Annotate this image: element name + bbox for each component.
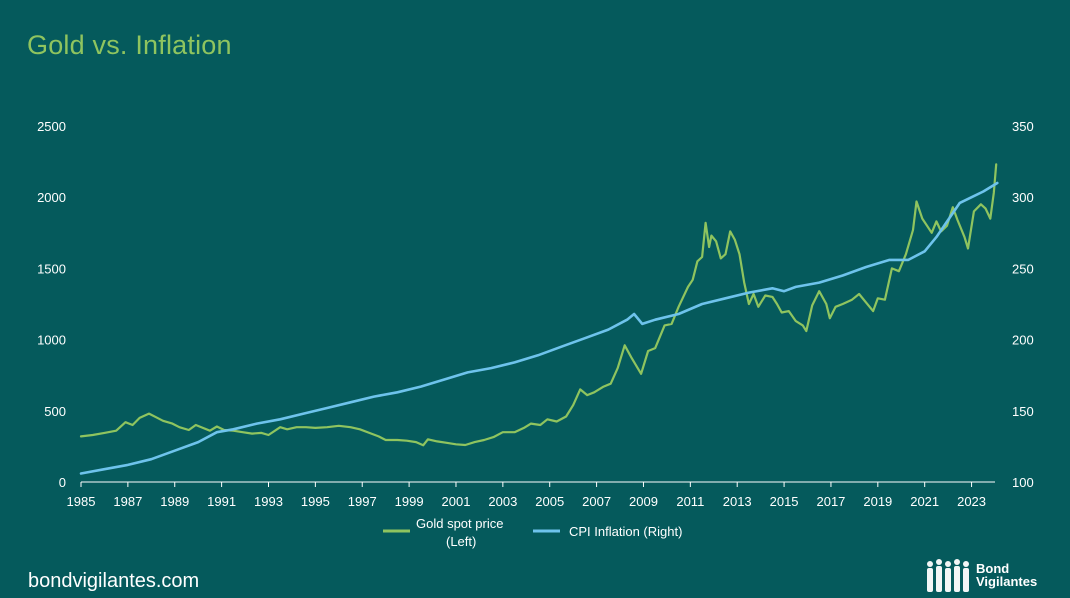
left-tick-label: 2000 — [37, 190, 66, 205]
left-tick-label: 500 — [44, 404, 66, 419]
series-layer — [79, 163, 999, 475]
x-tick-label: 2003 — [488, 494, 517, 509]
logo-text: Bond Vigilantes — [976, 562, 1037, 588]
x-tick-label: 2023 — [957, 494, 986, 509]
x-tick-label: 2015 — [770, 494, 799, 509]
x-tick-label: 2019 — [863, 494, 892, 509]
chart-title: Gold vs. Inflation — [27, 30, 232, 60]
legend: Gold spot price (Left) CPI Inflation (Ri… — [383, 516, 682, 549]
x-tick-label: 1997 — [348, 494, 377, 509]
x-tick-label: 1989 — [160, 494, 189, 509]
legend-gold-label-line2: (Left) — [446, 534, 476, 549]
left-tick-label: 1500 — [37, 261, 66, 276]
x-tick-label: 1987 — [113, 494, 142, 509]
right-axis: 100 150 200 250 300 350 — [1012, 119, 1034, 490]
bond-vigilantes-logo — [927, 559, 969, 592]
x-tick-label: 2007 — [582, 494, 611, 509]
x-tick-label: 2021 — [910, 494, 939, 509]
left-axis: 0 500 1000 1500 2000 2500 — [37, 119, 66, 490]
x-tick-label: 1991 — [207, 494, 236, 509]
legend-cpi-label: CPI Inflation (Right) — [569, 524, 682, 539]
x-tick-label: 1993 — [254, 494, 283, 509]
right-tick-label: 150 — [1012, 404, 1034, 419]
right-tick-label: 300 — [1012, 190, 1034, 205]
left-tick-label: 0 — [59, 475, 66, 490]
x-tick-label: 1999 — [395, 494, 424, 509]
x-tick-label: 1985 — [67, 494, 96, 509]
x-tick-label: 2017 — [816, 494, 845, 509]
right-tick-label: 250 — [1012, 261, 1034, 276]
footer-url: bondvigilantes.com — [28, 570, 200, 592]
right-tick-label: 100 — [1012, 475, 1034, 490]
logo-line1: Bond — [976, 561, 1010, 576]
x-axis: 1985 1987 1989 1991 1993 1995 1997 1999 2001 2003… — [67, 482, 986, 509]
x-tick-label: 2011 — [676, 494, 704, 509]
x-tick-label: 2009 — [629, 494, 658, 509]
left-tick-label: 2500 — [37, 119, 66, 134]
x-tick-label: 2001 — [442, 494, 471, 509]
left-tick-label: 1000 — [37, 333, 66, 348]
cpi-inflation-line — [79, 181, 999, 475]
x-tick-label: 2005 — [535, 494, 564, 509]
legend-gold-label-line1: Gold spot price — [416, 516, 503, 531]
x-tick-label: 2013 — [723, 494, 752, 509]
x-tick-label: 1995 — [301, 494, 330, 509]
right-tick-label: 350 — [1012, 119, 1034, 134]
logo-line2: Vigilantes — [976, 574, 1038, 589]
gold-price-line — [79, 163, 998, 447]
right-tick-label: 200 — [1012, 333, 1034, 348]
